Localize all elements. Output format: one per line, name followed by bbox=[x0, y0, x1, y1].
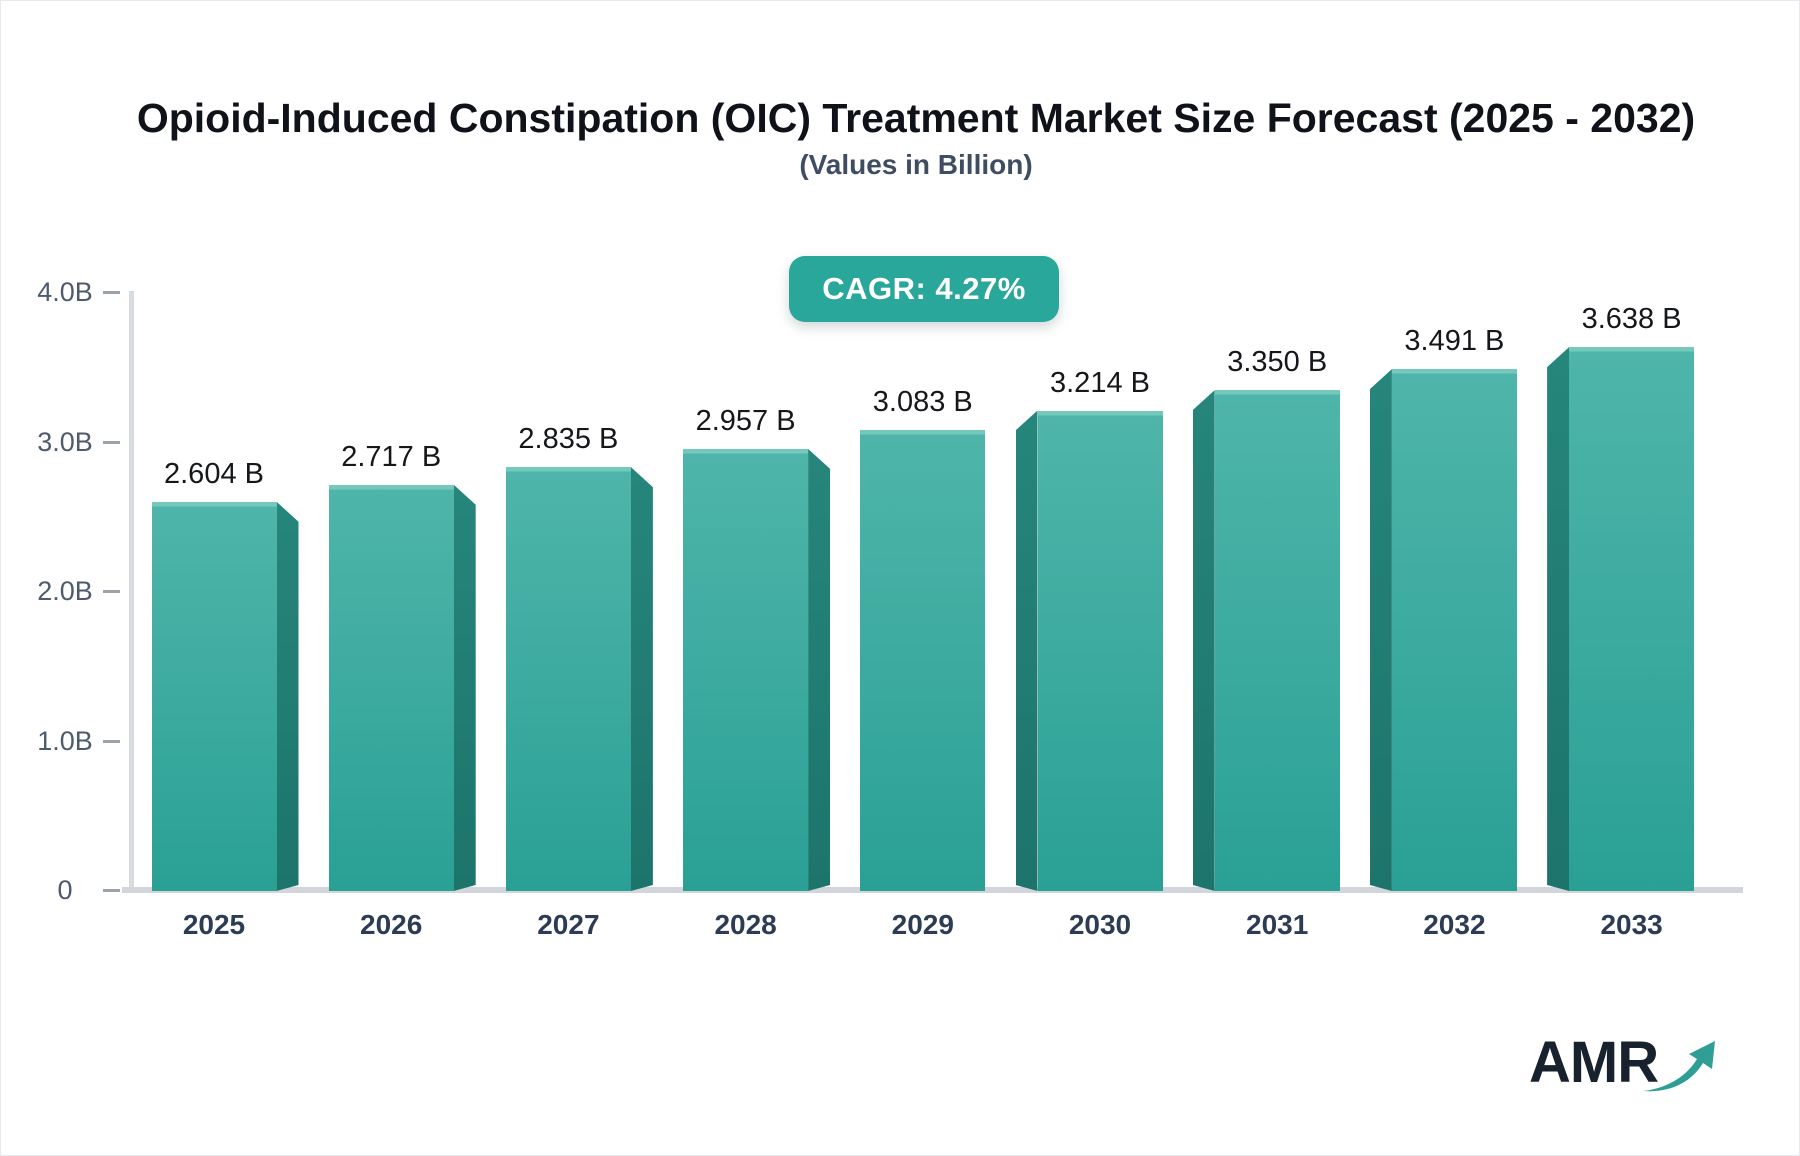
bar-value-label: 2.604 B bbox=[164, 457, 264, 490]
chart-title: Opioid-Induced Constipation (OIC) Treatm… bbox=[136, 95, 1696, 141]
bar-2033 bbox=[1569, 347, 1695, 891]
bar-side-3d bbox=[454, 485, 476, 891]
x-axis-label: 2027 bbox=[537, 909, 600, 940]
x-axis-label: 2032 bbox=[1423, 909, 1486, 940]
y-tick-label: 2.0B bbox=[37, 576, 93, 606]
amr-logo: AMR bbox=[1529, 1029, 1729, 1109]
y-tick-label: 1.0B bbox=[37, 725, 93, 756]
bar-value-label: 3.350 B bbox=[1227, 346, 1328, 379]
y-tick-mark bbox=[103, 889, 120, 892]
bar-side-3d bbox=[631, 467, 653, 891]
bar-2028 bbox=[683, 448, 809, 891]
y-tick-label: 0 bbox=[57, 875, 73, 905]
cagr-badge-label: CAGR: 4.27% bbox=[822, 271, 1026, 306]
bar-side-3d bbox=[1016, 411, 1038, 891]
bar-side-3d bbox=[1370, 369, 1392, 891]
y-axis-line bbox=[129, 291, 134, 889]
bar-value-label: 3.083 B bbox=[872, 386, 973, 419]
bar-side-3d bbox=[1547, 347, 1569, 891]
y-tick-label: 3.0B bbox=[37, 426, 93, 457]
bar-value-label: 3.638 B bbox=[1581, 303, 1682, 336]
bar-value-label: 2.717 B bbox=[341, 440, 442, 473]
x-axis-label: 2028 bbox=[714, 909, 777, 940]
bar-side-3d bbox=[277, 502, 299, 891]
bar-side-3d bbox=[808, 449, 830, 891]
x-axis-label: 2026 bbox=[360, 909, 423, 940]
bar-value-label: 2.835 B bbox=[518, 423, 619, 456]
x-axis-label: 2031 bbox=[1246, 909, 1309, 940]
y-tick-mark bbox=[103, 739, 120, 743]
x-axis-label: 2029 bbox=[891, 909, 954, 940]
chart-subtitle: (Values in Billion) bbox=[799, 149, 1033, 180]
bar-2025 bbox=[151, 501, 277, 891]
x-axis-label: 2030 bbox=[1068, 909, 1132, 940]
growth-arrow-icon bbox=[1643, 1041, 1715, 1092]
bar-2027 bbox=[505, 467, 631, 891]
bar-2026 bbox=[328, 484, 454, 891]
x-axis-label: 2033 bbox=[1600, 909, 1663, 940]
bar-value-label: 2.957 B bbox=[695, 404, 796, 437]
y-tick-mark bbox=[103, 291, 120, 294]
cagr-badge: CAGR: 4.27% bbox=[789, 256, 1059, 322]
amr-logo-text: AMR bbox=[1529, 1030, 1659, 1095]
bar-side-3d bbox=[1193, 390, 1215, 891]
bar-2030 bbox=[1037, 410, 1163, 891]
y-tick-mark bbox=[103, 590, 120, 593]
y-tick-label: 4.0B bbox=[37, 277, 93, 307]
bar-value-label: 3.491 B bbox=[1404, 325, 1505, 358]
bar-2031 bbox=[1214, 390, 1340, 891]
y-tick-mark bbox=[103, 440, 120, 444]
bar-value-label: 3.214 B bbox=[1050, 366, 1150, 399]
x-axis-label: 2025 bbox=[182, 909, 246, 940]
bar-2032 bbox=[1391, 369, 1517, 891]
bar-2029 bbox=[860, 430, 986, 891]
